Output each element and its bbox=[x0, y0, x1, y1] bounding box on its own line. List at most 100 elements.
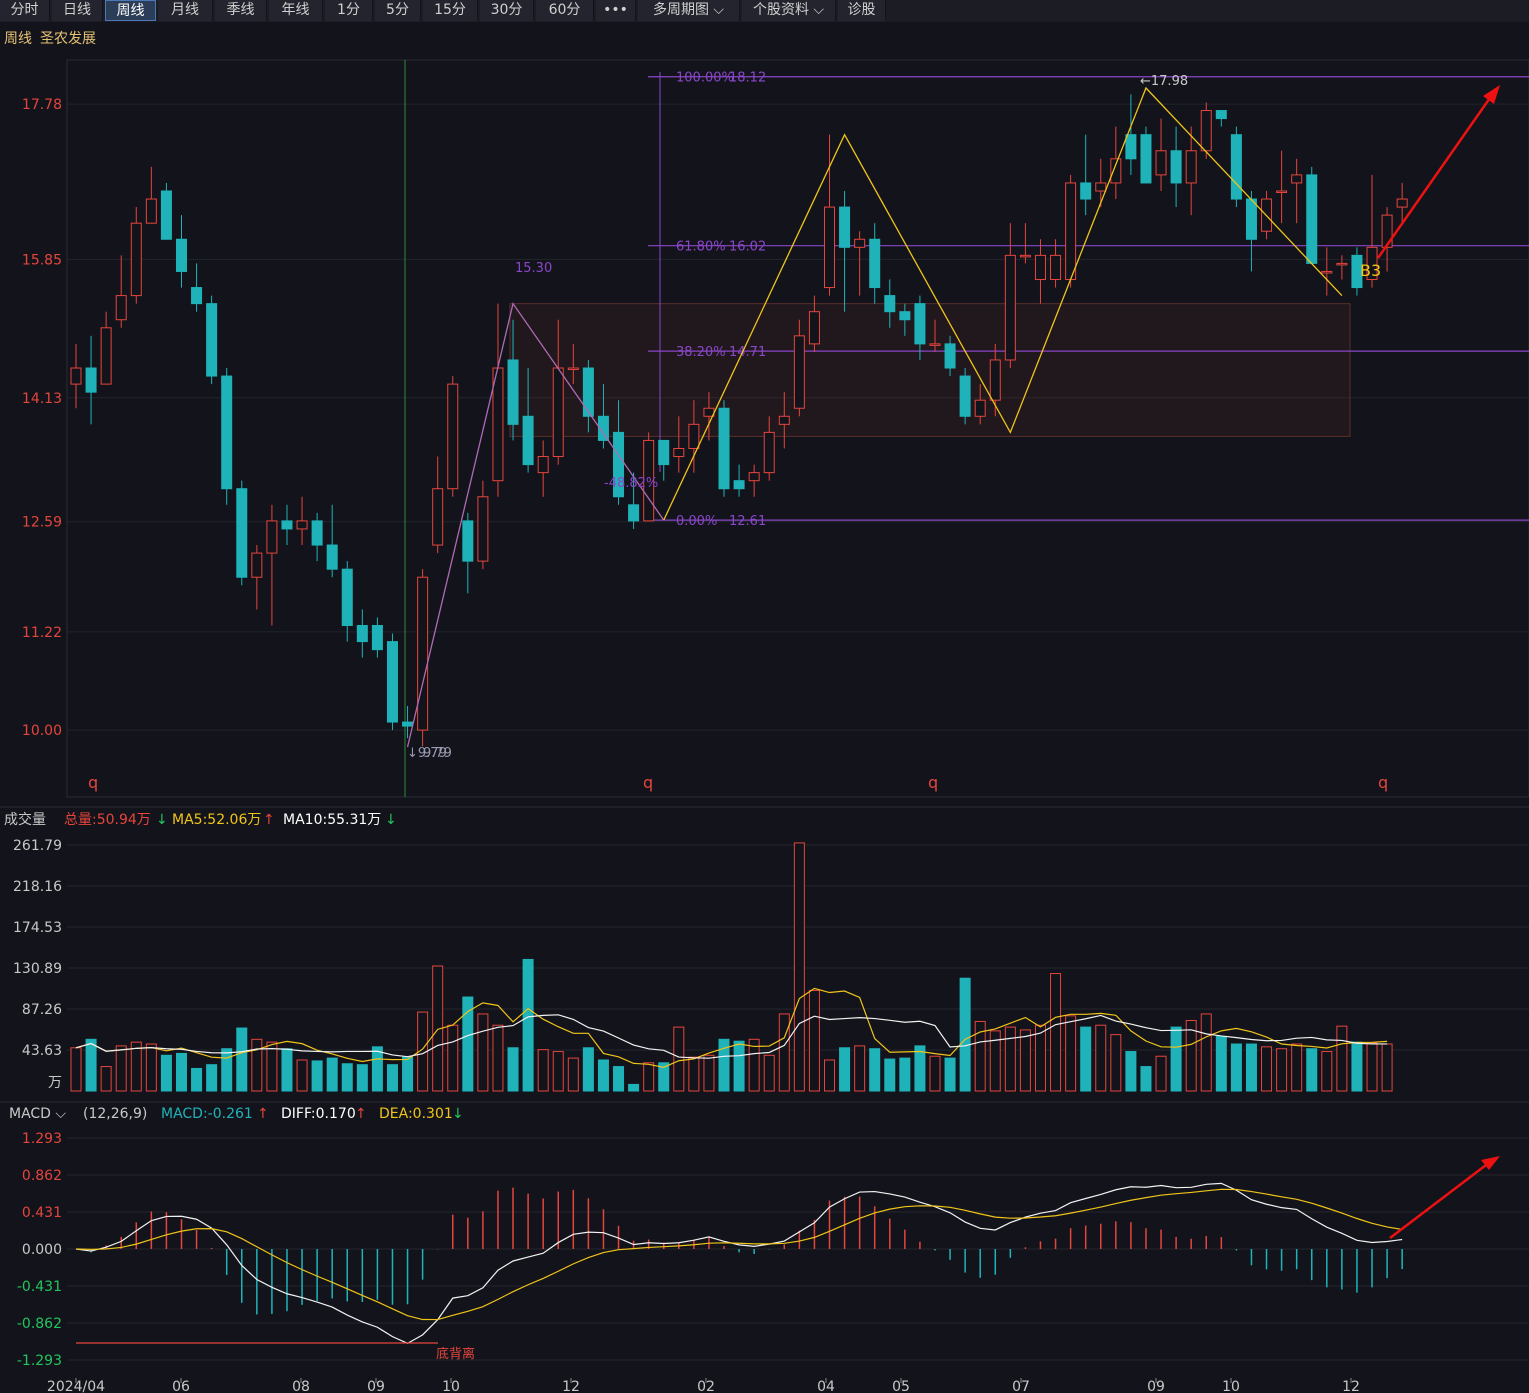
volume-bar bbox=[718, 1038, 730, 1092]
period-button-0[interactable]: 分时 bbox=[0, 0, 50, 21]
signal-b3: B3 bbox=[1360, 261, 1381, 280]
volume-ma10-line bbox=[75, 1014, 1388, 1059]
volume-bar bbox=[311, 1060, 323, 1092]
volume-ma5: MA5:52.06万 bbox=[172, 812, 261, 828]
macd-arrow: ↑ bbox=[257, 1106, 269, 1122]
volume-bar bbox=[191, 1067, 203, 1092]
macd-tick-label: -0.431 bbox=[17, 1279, 62, 1295]
candle-body bbox=[748, 472, 760, 482]
candle-body bbox=[1215, 110, 1227, 120]
volume-bar bbox=[175, 1052, 187, 1092]
candle-body bbox=[989, 359, 1001, 401]
candle-body bbox=[1351, 254, 1363, 289]
candle-body bbox=[1306, 174, 1318, 264]
volume-bar bbox=[236, 1027, 248, 1092]
candle-body bbox=[703, 407, 715, 417]
candle-body bbox=[522, 415, 534, 466]
fib-percent-label: 38.20% bbox=[676, 345, 726, 360]
candle-body bbox=[341, 568, 353, 626]
candle-body bbox=[763, 431, 775, 474]
volume-bar bbox=[854, 1045, 866, 1092]
period-button-7[interactable]: 5分 bbox=[375, 0, 421, 21]
candle-body bbox=[1366, 246, 1378, 281]
candle-body bbox=[266, 520, 278, 554]
candle-body bbox=[944, 343, 956, 369]
period-button-1[interactable]: 日线 bbox=[52, 0, 103, 21]
period-button-9[interactable]: 30分 bbox=[480, 0, 534, 21]
volume-bar bbox=[1065, 1015, 1077, 1092]
candle-body bbox=[1019, 254, 1031, 258]
period-button-2[interactable]: 周线 bbox=[105, 0, 156, 21]
volume-bar bbox=[386, 1064, 398, 1092]
candle-body bbox=[296, 520, 308, 530]
candle-body bbox=[1200, 110, 1212, 152]
period-button-4[interactable]: 季线 bbox=[215, 0, 267, 21]
candle-body bbox=[1321, 270, 1333, 274]
volume-bar bbox=[733, 1040, 745, 1092]
volume-bar bbox=[899, 1057, 911, 1092]
volume-title: 成交量 bbox=[4, 811, 46, 828]
candle-body bbox=[778, 415, 790, 425]
candle-body bbox=[70, 367, 82, 385]
candle-body bbox=[281, 520, 293, 530]
fib-percent-label: 100.00% bbox=[676, 71, 734, 86]
candle-body bbox=[1155, 150, 1167, 176]
candle-body bbox=[1170, 150, 1182, 184]
volume-bar bbox=[824, 1059, 835, 1092]
diff-value: DIFF:0.170 bbox=[281, 1106, 356, 1122]
volume-unit: 万 bbox=[48, 1075, 62, 1091]
volume-tick-label: 43.63 bbox=[22, 1043, 62, 1059]
pct-drop-label: -48.82% bbox=[604, 476, 658, 491]
period-button-8[interactable]: 15分 bbox=[423, 0, 478, 21]
volume-bar bbox=[296, 1059, 308, 1092]
volume-bar bbox=[1336, 1025, 1348, 1092]
x-tick-label: 05 bbox=[892, 1379, 910, 1393]
candle-body bbox=[929, 343, 941, 346]
period-button-14[interactable]: 诊股 bbox=[838, 0, 886, 21]
volume-bar bbox=[1185, 1020, 1197, 1092]
volume-bar bbox=[989, 1030, 1001, 1092]
x-tick-label: 09 bbox=[1147, 1379, 1165, 1393]
volume-bar bbox=[477, 1013, 489, 1092]
volume-ma5-line bbox=[75, 987, 1388, 1068]
volume-total-arrow: ↓ bbox=[156, 812, 168, 828]
candle-body bbox=[582, 367, 594, 417]
volume-bar bbox=[462, 996, 474, 1092]
fib-value-label: 14.71 bbox=[729, 345, 766, 360]
period-button-12[interactable]: 多周期图 ⌵ bbox=[638, 0, 740, 21]
x-tick-label: 04 bbox=[817, 1379, 835, 1393]
macd-value: MACD:-0.261 bbox=[161, 1106, 253, 1122]
dea-arrow: ↓ bbox=[452, 1106, 464, 1122]
macd-arrow-shaft bbox=[1389, 1161, 1491, 1239]
volume-bar bbox=[1004, 1026, 1016, 1092]
period-button-10[interactable]: 60分 bbox=[536, 0, 594, 21]
candle-body bbox=[658, 439, 670, 466]
range-box bbox=[509, 303, 1351, 437]
candle-body bbox=[733, 480, 745, 490]
x-tick-label: 10 bbox=[442, 1379, 460, 1393]
candle-body bbox=[884, 295, 896, 313]
period-button-5[interactable]: 年线 bbox=[269, 0, 323, 21]
volume-bar bbox=[1095, 1024, 1107, 1092]
period-toolbar: 分时 日线 周线 月线 季线 年线 1分 5分 15分 30分 60分 ••• 多周期图 ⌵ 个股资料 ⌵… bbox=[0, 0, 1529, 22]
volume-total: 总量:50.94万 bbox=[64, 812, 151, 828]
zigzag-pink bbox=[406, 302, 665, 748]
volume-tick-label: 174.53 bbox=[13, 920, 62, 936]
volume-bar bbox=[974, 1020, 986, 1092]
volume-tick-label: 130.89 bbox=[13, 961, 62, 977]
volume-bar bbox=[1276, 1048, 1288, 1092]
volume-bar bbox=[1034, 1024, 1046, 1092]
period-button-6[interactable]: 1分 bbox=[325, 0, 373, 21]
candle-body bbox=[1261, 198, 1273, 232]
period-button-11[interactable]: ••• bbox=[596, 0, 636, 21]
candle-body bbox=[537, 456, 549, 474]
period-button-3[interactable]: 月线 bbox=[158, 0, 213, 21]
volume-bar bbox=[432, 965, 444, 1092]
period-button-13[interactable]: 个股资料 ⌵ bbox=[742, 0, 836, 21]
volume-bar bbox=[251, 1038, 263, 1092]
candle-body bbox=[221, 375, 233, 490]
volume-bar bbox=[1125, 1051, 1137, 1092]
volume-bar bbox=[1230, 1043, 1242, 1092]
volume-bar bbox=[748, 1038, 760, 1092]
